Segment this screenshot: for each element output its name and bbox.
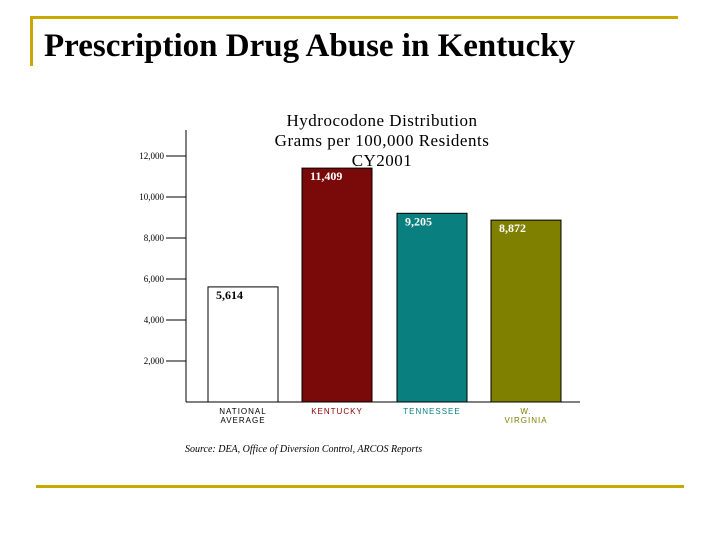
source-note: Source: DEA, Office of Diversion Control… (185, 444, 422, 455)
category-label: TENNESSEE (403, 407, 460, 416)
data-label: 9,205 (405, 214, 432, 228)
data-label: 8,872 (499, 221, 526, 235)
category-label: W. (520, 407, 531, 416)
category-label: VIRGINIA (504, 416, 547, 425)
category-label: AVERAGE (220, 416, 265, 425)
y-tick-label: 12,000 (139, 151, 164, 161)
y-tick-label: 8,000 (144, 233, 165, 243)
chart-title-line: CY2001 (352, 151, 413, 170)
bar (301, 167, 373, 403)
data-label: 11,409 (310, 169, 342, 183)
category-label: KENTUCKY (311, 407, 363, 416)
category-label: NATIONAL (219, 407, 266, 416)
y-tick-label: 6,000 (144, 274, 165, 284)
chart-title-line: Hydrocodone Distribution (287, 111, 478, 130)
slide-title: Prescription Drug Abuse in Kentucky (44, 28, 576, 64)
chart-title-line: Grams per 100,000 Residents (275, 131, 490, 150)
y-tick-label: 4,000 (144, 315, 165, 325)
bar (396, 212, 468, 403)
bar (207, 286, 279, 403)
frame-top-rule (30, 16, 678, 19)
data-label: 5,614 (216, 288, 243, 302)
y-tick-label: 2,000 (144, 356, 165, 366)
y-tick-label: 10,000 (139, 192, 164, 202)
frame-left-rule (30, 16, 33, 66)
frame-bottom-rule (36, 485, 684, 488)
bar (490, 219, 562, 403)
